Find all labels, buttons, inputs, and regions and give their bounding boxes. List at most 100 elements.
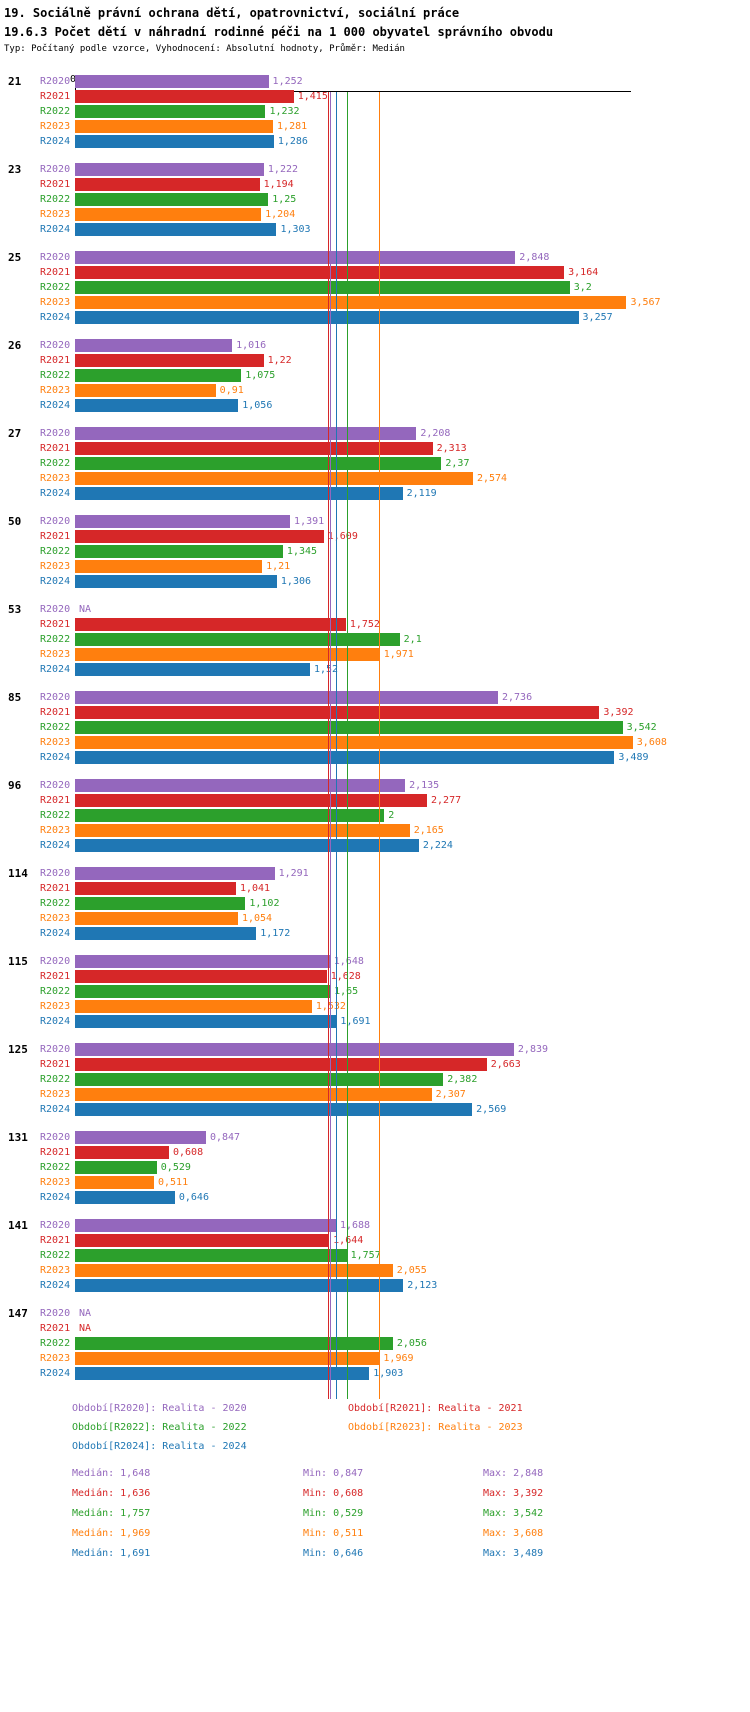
legend-item: Období[R2023]: Realita - 2023 <box>348 1422 523 1433</box>
year-label: R2024 <box>40 752 71 763</box>
bar-value-label: 2,119 <box>406 488 437 499</box>
bar <box>75 105 266 118</box>
year-label: R2021 <box>40 707 71 718</box>
stat-max: Max: 3,392 <box>483 1488 544 1499</box>
bar <box>75 1103 473 1116</box>
group-label: 26 <box>8 339 22 352</box>
bar-row: 115 R2020 1,648 <box>0 954 750 969</box>
bar <box>75 1191 175 1204</box>
bar-group: 141 R2020 1,688 R2021 1,644 R2022 1,757 R2023 2,… <box>0 1218 750 1293</box>
year-label: R2021 <box>40 883 71 894</box>
bar <box>75 691 498 704</box>
bar <box>75 266 565 279</box>
bar-row: R2021 1,22 <box>0 353 750 368</box>
median-line <box>379 92 381 1399</box>
bar <box>75 487 403 500</box>
bar <box>75 1367 370 1380</box>
bar <box>75 897 246 910</box>
bar-value-label: 1,194 <box>263 179 294 190</box>
year-label: R2022 <box>40 634 71 645</box>
bar-value-label: 2,165 <box>413 825 444 836</box>
bar-row: R2021 NA <box>0 1321 750 1336</box>
bar-row: 53 R2020 NA <box>0 602 750 617</box>
bar-row: R2023 1,21 <box>0 559 750 574</box>
bar-row: 21 R2020 1,252 <box>0 74 750 89</box>
bar-row: R2022 1,25 <box>0 192 750 207</box>
bar-chart: 0 21 R2020 1,252 R2021 1,415 R2022 1,232 R2023 1… <box>0 74 750 1399</box>
group-label: 53 <box>8 603 22 616</box>
median-line <box>346 92 348 1399</box>
bar-row: R2023 0,91 <box>0 383 750 398</box>
year-label: R2021 <box>40 91 71 102</box>
bar-value-label: 1,971 <box>383 649 414 660</box>
bar <box>75 384 216 397</box>
bar <box>75 1088 432 1101</box>
bar-value-label: 1,172 <box>260 928 291 939</box>
year-label: R2020 <box>40 1044 71 1055</box>
bar-value-label: 1,102 <box>249 898 280 909</box>
bar <box>75 311 579 324</box>
bar-row: R2022 2,1 <box>0 632 750 647</box>
year-label: R2020 <box>40 692 71 703</box>
bar-value-label: 2,055 <box>396 1265 427 1276</box>
bar-group: 131 R2020 0,847 R2021 0,608 R2022 0,529 R2023 0,… <box>0 1130 750 1205</box>
bar <box>75 663 310 676</box>
year-label: R2024 <box>40 1104 71 1115</box>
bar <box>75 515 291 528</box>
bar <box>75 399 239 412</box>
year-label: R2024 <box>40 312 71 323</box>
bar <box>75 1015 337 1028</box>
year-label: R2023 <box>40 649 71 660</box>
bar-row: R2023 1,969 <box>0 1351 750 1366</box>
bar <box>75 560 263 573</box>
year-label: R2021 <box>40 1059 71 1070</box>
bar-row: R2021 1,041 <box>0 881 750 896</box>
bar-value-label: 3,567 <box>630 297 661 308</box>
bar-value-label: 0,646 <box>178 1192 209 1203</box>
year-label: R2020 <box>40 604 71 615</box>
bar-row: R2023 2,574 <box>0 471 750 486</box>
year-label: R2023 <box>40 209 71 220</box>
bar-value-label: 0,847 <box>209 1132 241 1143</box>
bar-group: 25 R2020 2,848 R2021 3,164 R2022 3,2 R2023 3,567… <box>0 250 750 325</box>
bar-row: R2021 3,164 <box>0 265 750 280</box>
bar-value-label: 3,542 <box>626 722 657 733</box>
year-label: R2023 <box>40 473 71 484</box>
bar <box>75 721 623 734</box>
year-label: R2023 <box>40 1177 71 1188</box>
bar-row: R2024 2,119 <box>0 486 750 501</box>
bar-value-label: 1,222 <box>267 164 299 175</box>
stat-median: Medián: 1,636 <box>72 1488 151 1499</box>
year-label: R2020 <box>40 76 71 87</box>
stat-median: Medián: 1,691 <box>72 1548 151 1559</box>
bar-row: R2024 1,056 <box>0 398 750 413</box>
stat-min: Min: 0,608 <box>303 1488 364 1499</box>
bar <box>75 545 283 558</box>
bar-value-label: 1,415 <box>297 91 328 102</box>
bar-value-label: 2,1 <box>403 634 422 645</box>
year-label: R2021 <box>40 795 71 806</box>
bar-value-label: 0,511 <box>158 1177 189 1188</box>
bar-value-label: 0,608 <box>172 1147 204 1158</box>
stat-median: Medián: 1,969 <box>72 1528 151 1539</box>
legend: Období[R2020]: Realita - 2020 Období[R202… <box>72 1399 750 1456</box>
bar-value-label: 2,382 <box>447 1074 478 1085</box>
bar-row: R2023 2,307 <box>0 1087 750 1102</box>
bar <box>75 75 269 88</box>
group-label: 85 <box>8 691 22 704</box>
bar <box>75 251 516 264</box>
bar-value-label: 2,569 <box>476 1104 507 1115</box>
bar-value-label: 1,691 <box>340 1016 371 1027</box>
bar-value-label: 3,489 <box>618 752 649 763</box>
year-label: R2022 <box>40 1250 71 1261</box>
bar-value-label: NA <box>79 1308 92 1319</box>
bar <box>75 369 242 382</box>
year-label: R2022 <box>40 370 71 381</box>
year-label: R2021 <box>40 355 71 366</box>
stat-min: Min: 0,511 <box>303 1528 364 1539</box>
bar <box>75 912 238 925</box>
stat-median: Medián: 1,648 <box>72 1468 151 1479</box>
bar-row: 147 R2020 NA <box>0 1306 750 1321</box>
group-label: 50 <box>8 515 22 528</box>
year-label: R2024 <box>40 1192 71 1203</box>
